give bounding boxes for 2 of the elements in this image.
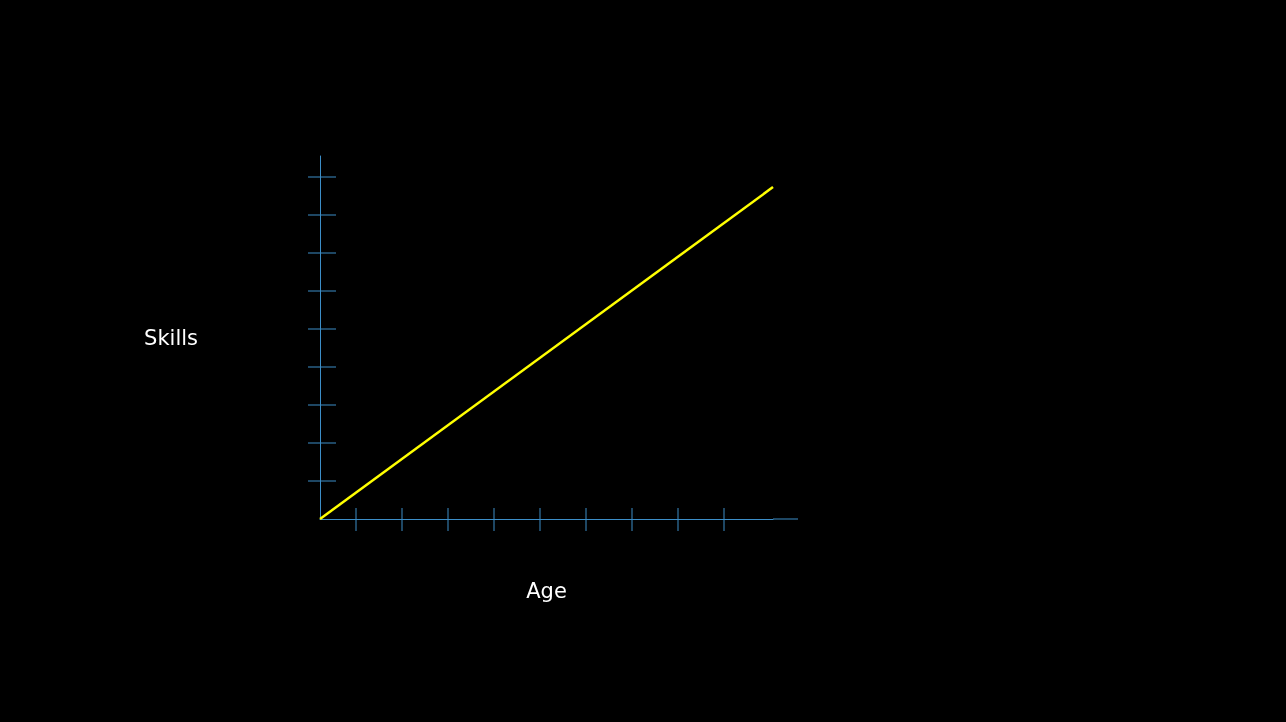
y-axis-title: Skills <box>144 325 198 350</box>
x-axis-title: Age <box>526 578 567 603</box>
